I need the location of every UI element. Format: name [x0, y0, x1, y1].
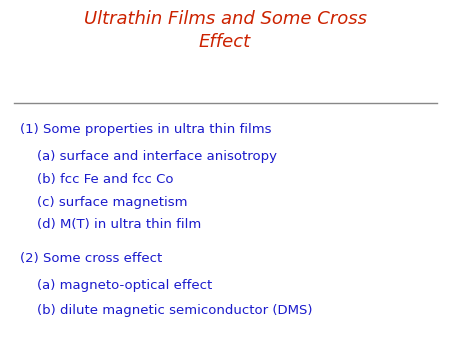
Text: (b) dilute magnetic semiconductor (DMS): (b) dilute magnetic semiconductor (DMS) — [20, 304, 313, 317]
Text: (a) magneto-optical effect: (a) magneto-optical effect — [20, 279, 212, 292]
Text: (a) surface and interface anisotropy: (a) surface and interface anisotropy — [20, 150, 277, 163]
Text: (2) Some cross effect: (2) Some cross effect — [20, 252, 162, 265]
Text: (b) fcc Fe and fcc Co: (b) fcc Fe and fcc Co — [20, 173, 174, 186]
Text: (c) surface magnetism: (c) surface magnetism — [20, 196, 188, 209]
Text: (1) Some properties in ultra thin films: (1) Some properties in ultra thin films — [20, 123, 272, 136]
Text: Ultrathin Films and Some Cross
Effect: Ultrathin Films and Some Cross Effect — [84, 10, 366, 51]
Text: (d) M(T) in ultra thin film: (d) M(T) in ultra thin film — [20, 218, 202, 231]
